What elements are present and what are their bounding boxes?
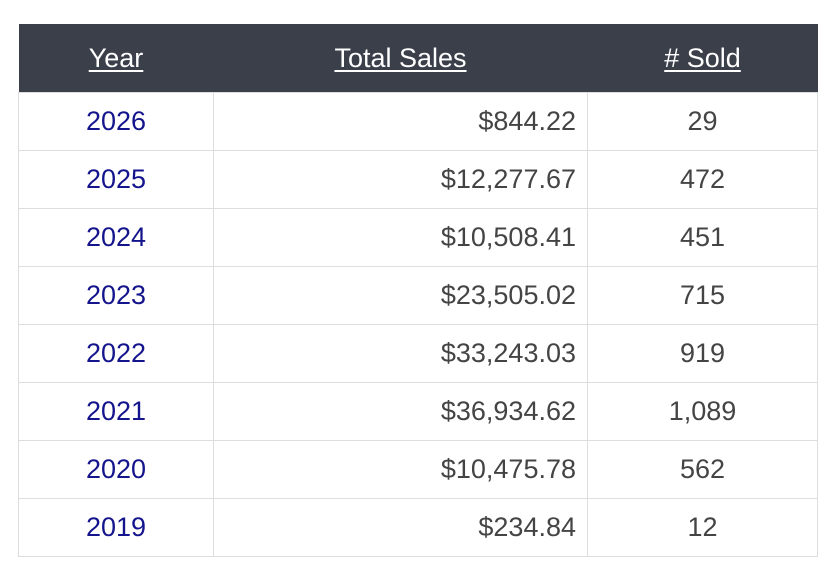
sold-count-cell: 12	[587, 498, 818, 557]
total-sales-cell: $234.84	[213, 498, 588, 557]
sold-count-cell: 919	[587, 324, 818, 383]
total-sales-cell: $36,934.62	[213, 382, 588, 441]
sort-by-year-link[interactable]: Year	[88, 42, 144, 73]
table-row: 2024 $10,508.41 451	[18, 208, 818, 267]
year-link[interactable]: 2020	[18, 440, 214, 499]
year-link[interactable]: 2024	[18, 208, 214, 267]
table-row: 2026 $844.22 29	[18, 92, 818, 151]
year-link[interactable]: 2021	[18, 382, 214, 441]
year-link[interactable]: 2022	[18, 324, 214, 383]
table-header: Year Total Sales # Sold	[18, 24, 818, 93]
table-row: 2021 $36,934.62 1,089	[18, 382, 818, 441]
year-link[interactable]: 2026	[18, 92, 214, 151]
total-sales-cell: $23,505.02	[213, 266, 588, 325]
year-link[interactable]: 2023	[18, 266, 214, 325]
sort-by-sold-link[interactable]: # Sold	[664, 42, 741, 73]
column-header-total-sales[interactable]: Total Sales	[213, 24, 588, 93]
sort-by-total-sales-link[interactable]: Total Sales	[334, 42, 467, 73]
table-row: 2019 $234.84 12	[18, 498, 818, 557]
column-header-year[interactable]: Year	[18, 24, 214, 93]
sold-count-cell: 1,089	[587, 382, 818, 441]
table-body: 2026 $844.22 29 2025 $12,277.67 472 2024…	[18, 92, 818, 557]
table-row: 2020 $10,475.78 562	[18, 440, 818, 499]
header-row: Year Total Sales # Sold	[18, 24, 818, 93]
column-header-sold[interactable]: # Sold	[587, 24, 818, 93]
sold-count-cell: 562	[587, 440, 818, 499]
year-link[interactable]: 2025	[18, 150, 214, 209]
sales-by-year-table: Year Total Sales # Sold 2026 $844.22 29 …	[18, 24, 818, 557]
sales-table-container: Year Total Sales # Sold 2026 $844.22 29 …	[18, 24, 818, 557]
total-sales-cell: $33,243.03	[213, 324, 588, 383]
year-link[interactable]: 2019	[18, 498, 214, 557]
sold-count-cell: 715	[587, 266, 818, 325]
table-row: 2023 $23,505.02 715	[18, 266, 818, 325]
total-sales-cell: $12,277.67	[213, 150, 588, 209]
table-row: 2022 $33,243.03 919	[18, 324, 818, 383]
sold-count-cell: 451	[587, 208, 818, 267]
total-sales-cell: $10,508.41	[213, 208, 588, 267]
sold-count-cell: 472	[587, 150, 818, 209]
total-sales-cell: $10,475.78	[213, 440, 588, 499]
table-row: 2025 $12,277.67 472	[18, 150, 818, 209]
sold-count-cell: 29	[587, 92, 818, 151]
total-sales-cell: $844.22	[213, 92, 588, 151]
